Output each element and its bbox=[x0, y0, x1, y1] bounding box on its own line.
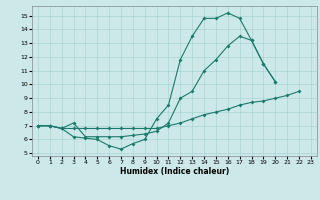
X-axis label: Humidex (Indice chaleur): Humidex (Indice chaleur) bbox=[120, 167, 229, 176]
